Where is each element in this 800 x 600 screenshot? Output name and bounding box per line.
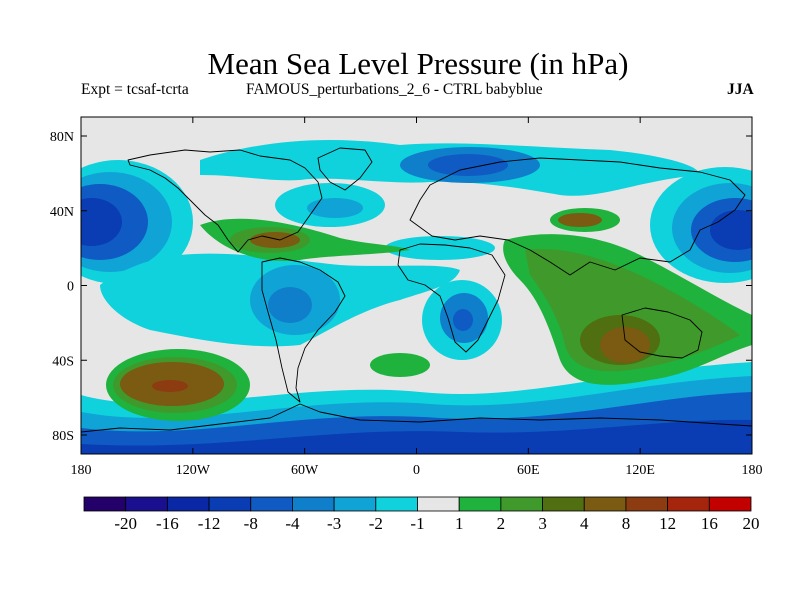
colorbar-label: 16 — [701, 514, 718, 533]
y-tick-label: 0 — [67, 280, 74, 295]
x-tick-label: 180 — [71, 463, 92, 478]
x-tick-label: 120W — [176, 463, 211, 478]
colorbar-label: -8 — [244, 514, 258, 533]
samerica-deep — [268, 287, 312, 323]
y-tick-label: 80N — [50, 130, 74, 145]
eurasia-core — [558, 213, 602, 227]
nafrica-light — [385, 236, 495, 260]
africa-coast — [397, 243, 506, 353]
colorbar-label: -1 — [410, 514, 424, 533]
colorbar-label: 12 — [659, 514, 676, 533]
colorbar-label: -16 — [156, 514, 179, 533]
colorbar-label: 8 — [622, 514, 631, 533]
pressure-field — [81, 117, 752, 454]
colorbar-swatch — [542, 496, 585, 512]
plot-title: Mean Sea Level Pressure (in hPa) — [207, 46, 629, 81]
colorbar-label: 1 — [455, 514, 464, 533]
colorbar-swatch — [333, 496, 377, 512]
greenland-coast — [317, 147, 373, 191]
atlantic-mid — [307, 198, 363, 218]
satlantic-light — [370, 353, 430, 377]
coastlines — [81, 147, 752, 433]
colorbar-label: 2 — [497, 514, 506, 533]
npacific-east-core — [710, 210, 752, 250]
experiment-label: Expt = tcsaf-tcrta — [81, 81, 189, 98]
indopacific-mid — [525, 249, 740, 372]
x-tick-label: 60E — [517, 463, 540, 478]
colorbar-label: 3 — [538, 514, 547, 533]
colorbar-swatch — [417, 496, 460, 512]
colorbar-swatch — [250, 496, 293, 512]
x-tick-label: 60W — [291, 463, 319, 478]
y-tick-label: 40S — [52, 354, 74, 369]
south-america-coast — [261, 257, 346, 403]
x-axis: 180 120W 60W 0 60E 120E 180 — [71, 117, 763, 478]
colorbar-label: -4 — [285, 514, 300, 533]
colorbar-swatch — [375, 496, 418, 512]
southern-belt-core — [81, 419, 752, 454]
colorbar-swatch — [208, 496, 252, 512]
colorbar-label: -3 — [327, 514, 341, 533]
y-tick-label: 80S — [52, 429, 74, 444]
colorbar-swatch — [125, 496, 168, 512]
x-tick-label: 0 — [413, 463, 420, 478]
colorbar-swatch — [708, 496, 752, 512]
colorbar-label: -20 — [114, 514, 137, 533]
colorbar-swatch — [166, 496, 210, 512]
colorbar-swatch — [667, 496, 710, 512]
x-tick-label: 180 — [742, 463, 763, 478]
colorbar-swatch — [83, 496, 127, 512]
npacific-west-core — [81, 198, 122, 246]
y-axis: 80N 40N 0 40S 80S — [50, 130, 752, 444]
colorbar-swatch — [458, 496, 502, 512]
y-tick-label: 40N — [50, 205, 74, 220]
colorbar-label: 4 — [580, 514, 589, 533]
colorbar-swatch — [583, 496, 627, 512]
colorbar-swatch — [292, 496, 335, 512]
colorbar-swatch — [500, 496, 543, 512]
colorbar-swatch — [625, 496, 669, 512]
colorbar-label: -12 — [198, 514, 221, 533]
australia-coast — [621, 307, 703, 359]
antarctica-coast — [81, 403, 752, 433]
indopacific-peak — [600, 327, 650, 363]
x-tick-label: 120E — [625, 463, 655, 478]
spacific-high-peak — [152, 380, 188, 392]
season-label: JJA — [727, 81, 754, 98]
north-america-coast — [127, 149, 323, 253]
colorbar-label: 20 — [743, 514, 760, 533]
arctic-deep — [428, 154, 508, 176]
colorbar: -20 -16 -12 -8 -4 -3 -2 -1 1 2 3 4 8 12 16 20 — [83, 496, 760, 533]
colorbar-label: -2 — [369, 514, 383, 533]
experiment-description: FAMOUS_perturbations_2_6 - CTRL babyblue — [246, 81, 543, 98]
safrica-deep — [453, 309, 473, 331]
eurasia-coast — [409, 157, 746, 276]
